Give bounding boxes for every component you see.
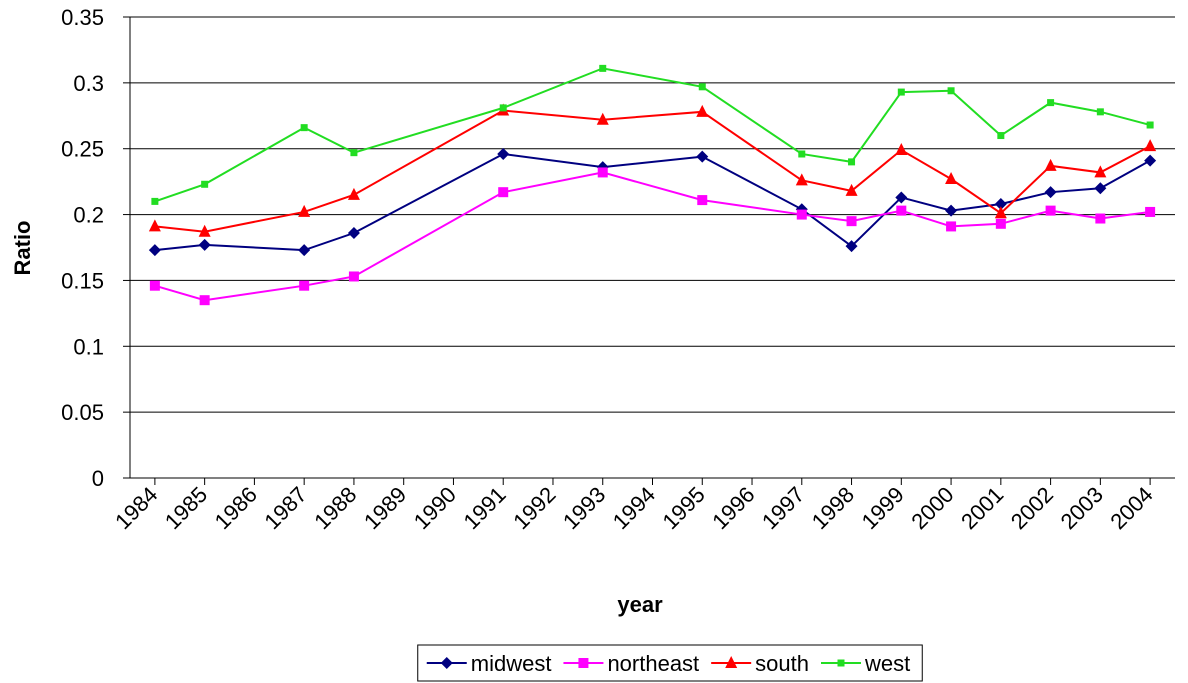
marker (846, 216, 857, 227)
marker (946, 221, 957, 232)
x-tick-label: 2002 (1006, 482, 1058, 534)
marker (1044, 158, 1057, 171)
y-tick-label: 0.25 (61, 137, 104, 162)
y-tick-label: 0.05 (61, 400, 104, 425)
marker (1144, 154, 1157, 167)
marker (1095, 213, 1106, 224)
y-tick-label: 0.3 (73, 71, 104, 96)
marker (1145, 206, 1156, 217)
y-tick-label: 0.35 (61, 5, 104, 30)
marker (198, 238, 211, 251)
marker (148, 219, 161, 232)
x-tick-label: 1985 (160, 482, 212, 534)
marker (945, 204, 958, 217)
x-tick-label: 1996 (707, 482, 759, 534)
y-tick-label: 0.1 (73, 334, 104, 359)
marker (1094, 182, 1107, 195)
marker (796, 209, 807, 220)
marker (148, 244, 161, 257)
legend-label: northeast (607, 651, 699, 676)
marker (1094, 165, 1107, 178)
marker (299, 280, 310, 291)
y-tick-label: 0.15 (61, 268, 104, 293)
marker (895, 191, 908, 204)
marker (697, 195, 708, 206)
x-tick-label: 2003 (1056, 482, 1108, 534)
marker (1045, 205, 1056, 216)
x-tick-label: 1984 (110, 482, 162, 534)
marker (298, 244, 311, 257)
x-tick-label: 1991 (458, 482, 510, 534)
marker (201, 180, 209, 188)
marker (498, 187, 509, 198)
x-tick-label: 2004 (1105, 482, 1157, 534)
marker (945, 172, 958, 185)
marker (298, 204, 311, 217)
marker (597, 167, 608, 178)
marker (300, 124, 308, 132)
x-tick-label: 1992 (508, 482, 560, 534)
y-tick-label: 0 (92, 466, 104, 491)
marker (994, 206, 1007, 219)
marker (599, 64, 607, 72)
marker (347, 187, 360, 200)
x-tick-label: 1990 (409, 482, 461, 534)
marker (497, 147, 510, 160)
y-tick-label: 0.2 (73, 203, 104, 228)
marker (994, 198, 1007, 211)
marker (696, 104, 709, 117)
marker (347, 227, 360, 240)
marker (440, 657, 453, 669)
marker (1096, 108, 1104, 116)
marker (1044, 186, 1057, 199)
x-tick-label: 2001 (956, 482, 1008, 534)
legend-label: west (864, 651, 910, 676)
marker (848, 158, 856, 166)
x-tick-label: 1997 (757, 482, 809, 534)
x-tick-label: 1993 (558, 482, 610, 534)
marker (698, 83, 706, 91)
marker (798, 150, 806, 158)
marker (1047, 99, 1055, 107)
marker (947, 87, 955, 95)
marker (199, 295, 210, 306)
x-tick-label: 1986 (210, 482, 262, 534)
marker (995, 218, 1006, 229)
x-tick-label: 1998 (807, 482, 859, 534)
marker (895, 143, 908, 156)
x-tick-label: 1987 (259, 482, 311, 534)
marker (845, 240, 858, 253)
marker (795, 173, 808, 186)
legend-label: midwest (471, 651, 552, 676)
marker (997, 132, 1005, 140)
marker (1146, 121, 1154, 129)
y-axis-title: Ratio (10, 221, 35, 276)
marker (896, 205, 907, 216)
marker (897, 88, 905, 96)
marker (837, 659, 845, 667)
marker (1144, 139, 1157, 152)
marker (578, 658, 589, 668)
x-tick-label: 1989 (359, 482, 411, 534)
marker (198, 224, 211, 237)
legend-label: south (755, 651, 809, 676)
marker (725, 656, 738, 668)
marker (696, 150, 709, 163)
x-tick-label: 1988 (309, 482, 361, 534)
x-tick-label: 1994 (608, 482, 660, 534)
marker (151, 197, 159, 205)
marker (499, 104, 507, 112)
marker (596, 112, 609, 125)
x-tick-label: 2000 (906, 482, 958, 534)
x-tick-label: 1995 (658, 482, 710, 534)
marker (350, 149, 358, 157)
marker (845, 183, 858, 196)
legend: midwest northeast south west (417, 644, 923, 682)
marker (149, 280, 160, 291)
x-axis-title: year (617, 592, 663, 617)
marker (348, 271, 359, 282)
x-tick-label: 1999 (857, 482, 909, 534)
